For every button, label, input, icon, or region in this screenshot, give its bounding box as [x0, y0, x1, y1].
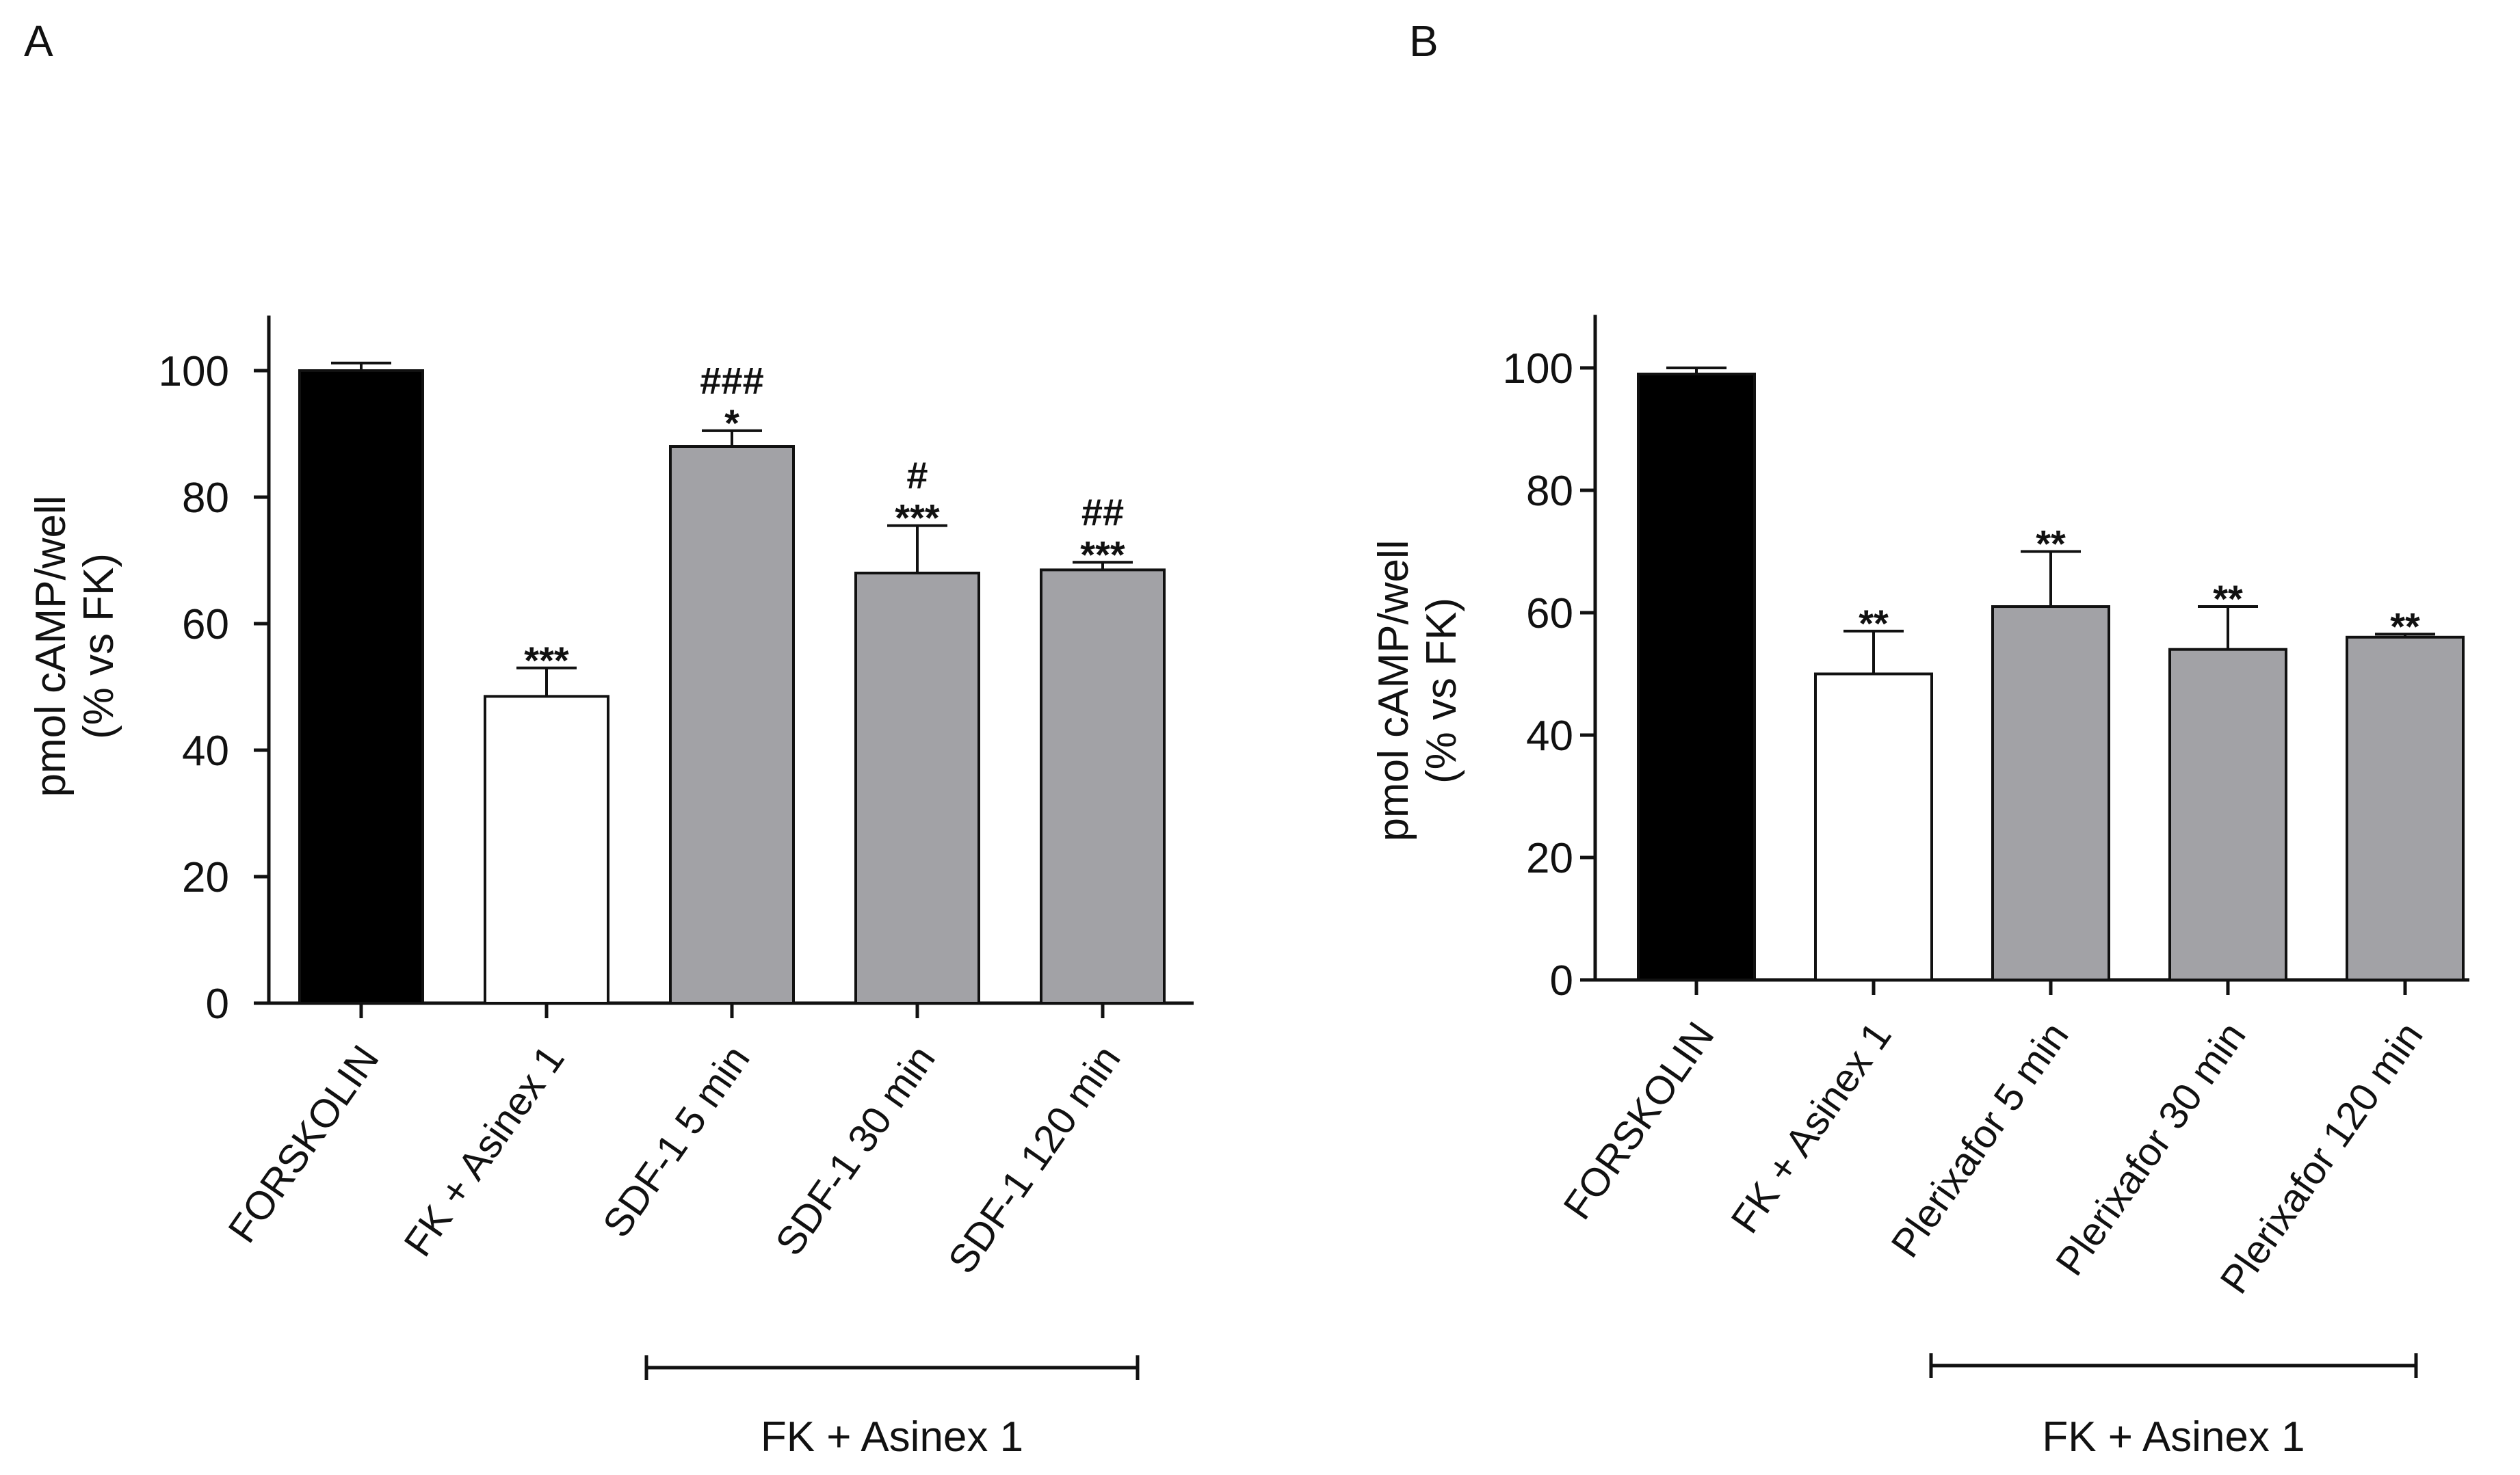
y-tick-label: 80 — [1526, 468, 1573, 515]
bar — [1637, 372, 1756, 981]
y-tick-label: 40 — [1526, 713, 1573, 760]
y-axis-label: pmol cAMP/well — [27, 496, 75, 797]
category-label: FORSKOLIN — [1555, 1014, 1722, 1227]
significance-stars: ** — [1859, 602, 1889, 645]
y-tick-label: 80 — [182, 475, 229, 522]
bar — [669, 445, 795, 1005]
bar — [2346, 635, 2465, 981]
category-label: SDF-1 5 min — [594, 1037, 759, 1245]
panel-label: A — [24, 16, 53, 66]
category-label: SDF-1 120 min — [940, 1037, 1129, 1281]
significance-stars: * — [724, 401, 739, 444]
category-label: FORSKOLIN — [220, 1037, 387, 1251]
category-label: SDF-1 30 min — [767, 1037, 943, 1263]
bar — [854, 572, 980, 1005]
group-label: FK + Asinex 1 — [761, 1413, 1023, 1461]
category-label: Plerixafor 5 min — [1882, 1014, 2077, 1265]
bar — [484, 695, 609, 1005]
category-label: FK + Asinex 1 — [1722, 1014, 1900, 1241]
y-tick-label: 0 — [206, 981, 229, 1028]
bar — [1991, 605, 2110, 981]
panel-label: B — [1409, 16, 1439, 66]
y-tick-label: 100 — [159, 348, 229, 395]
y-tick-label: 100 — [1503, 345, 1573, 393]
y-tick-label: 20 — [1526, 835, 1573, 882]
significance-hash: # — [906, 454, 928, 497]
significance-stars: *** — [895, 496, 940, 540]
y-axis-label-units: (% vs FK) — [75, 553, 122, 739]
y-tick-label: 20 — [182, 854, 229, 901]
category-label: FK + Asinex 1 — [395, 1037, 573, 1264]
significance-stars: ** — [2213, 577, 2243, 620]
panel-b: B 0 20 40 60 80 100 pmol cAMP/well (% vs FK) FORS… — [1370, 16, 2469, 1461]
bar — [1040, 568, 1166, 1005]
panel-a: A 0 20 40 60 80 100 pmol cAMP/well (% vs FK) FORS… — [24, 16, 1194, 1461]
bar — [2168, 648, 2287, 981]
significance-stars: ** — [2036, 522, 2066, 566]
bar — [1814, 672, 1933, 981]
category-label: Plerixafor 30 min — [2047, 1014, 2255, 1284]
y-axis-label-units: (% vs FK) — [1418, 598, 1465, 784]
significance-stars: ** — [2390, 604, 2420, 648]
significance-stars: *** — [1080, 533, 1125, 576]
y-tick-label: 0 — [1550, 957, 1573, 1005]
y-tick-label: 60 — [182, 601, 229, 648]
bar — [298, 369, 424, 1005]
significance-hash: ### — [700, 359, 763, 402]
significance-hash: ## — [1081, 490, 1124, 533]
group-label: FK + Asinex 1 — [2042, 1413, 2305, 1461]
y-tick-label: 40 — [182, 728, 229, 775]
significance-stars: *** — [524, 639, 569, 682]
y-tick-label: 60 — [1526, 590, 1573, 637]
y-axis-label: pmol cAMP/well — [1370, 540, 1417, 842]
category-label: Plerixafor 120 min — [2211, 1014, 2431, 1301]
